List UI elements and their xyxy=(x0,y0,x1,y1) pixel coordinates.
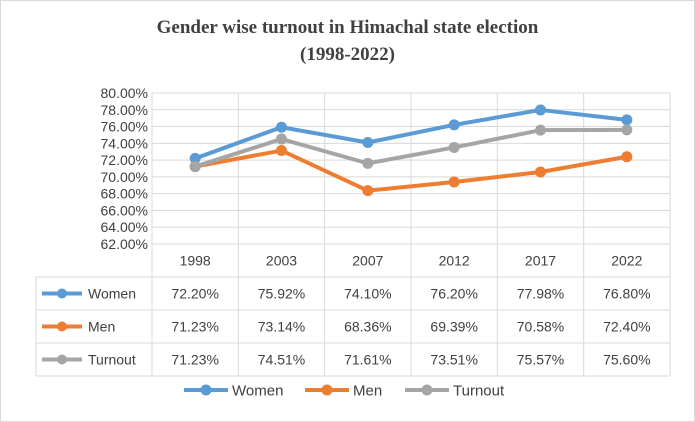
legend-label: Turnout xyxy=(453,383,505,400)
data-label: 76.80% xyxy=(603,286,650,302)
table-series-name: Men xyxy=(88,319,115,335)
data-point xyxy=(621,124,633,136)
y-tick-label: 78.00% xyxy=(101,102,148,118)
legend-key-marker xyxy=(321,384,333,396)
data-point xyxy=(276,133,287,145)
y-tick-label: 74.00% xyxy=(101,135,148,151)
series-lines xyxy=(189,104,633,197)
data-label: 72.40% xyxy=(603,319,650,335)
legend-label: Men xyxy=(353,383,382,400)
data-label: 75.57% xyxy=(517,352,564,368)
x-category-label: 1998 xyxy=(180,253,211,269)
data-label: 73.51% xyxy=(430,352,477,368)
y-tick-label: 66.00% xyxy=(101,202,148,218)
data-point xyxy=(448,141,460,153)
data-table: 1998 2003 2007 2012 2017 2022 Women 72.20% 75.92… xyxy=(35,93,671,377)
data-point xyxy=(362,157,374,169)
data-point xyxy=(535,104,546,116)
y-tick-label: 76.00% xyxy=(101,119,148,135)
x-category-label: 2003 xyxy=(266,253,297,269)
data-label: 69.39% xyxy=(430,319,477,335)
data-label: 75.92% xyxy=(258,286,305,302)
data-label: 75.60% xyxy=(603,352,650,368)
x-category-label: 2022 xyxy=(611,253,642,269)
legend-key-marker xyxy=(421,384,433,396)
data-label: 76.20% xyxy=(430,286,477,302)
data-label: 68.36% xyxy=(344,319,391,335)
series-line-women xyxy=(194,107,628,161)
y-tick-label: 62.00% xyxy=(101,236,148,252)
data-label: 70.58% xyxy=(517,319,564,335)
table-key-marker xyxy=(57,288,67,299)
data-point xyxy=(189,152,201,164)
legend: Women Men Turnout xyxy=(184,383,505,400)
y-tick-label: 68.00% xyxy=(101,186,148,202)
data-label: 74.51% xyxy=(258,352,305,368)
table-series-name: Turnout xyxy=(88,352,136,368)
chart-subtitle: (1998-2022) xyxy=(300,44,395,65)
data-label: 72.20% xyxy=(171,286,218,302)
chart-title: Gender wise turnout in Himachal state el… xyxy=(156,17,539,38)
y-tick-label: 72.00% xyxy=(101,152,148,168)
data-point xyxy=(448,176,460,188)
data-point xyxy=(448,119,460,131)
y-tick-label: 80.00% xyxy=(101,85,148,101)
data-point xyxy=(362,185,374,197)
data-point xyxy=(621,114,633,126)
table-key-marker xyxy=(57,321,67,332)
data-label: 74.10% xyxy=(344,286,391,302)
legend-label: Women xyxy=(232,383,283,400)
x-category-label: 2012 xyxy=(439,253,470,269)
series-line-turnout xyxy=(194,127,627,169)
data-point xyxy=(189,161,201,173)
data-point xyxy=(276,145,287,157)
data-point xyxy=(535,166,546,178)
table-series-name: Women xyxy=(88,286,136,302)
table-key-marker xyxy=(57,354,67,365)
y-tick-label: 70.00% xyxy=(101,169,148,185)
y-tick-label: 64.00% xyxy=(101,219,148,235)
data-point xyxy=(535,124,546,136)
x-category-label: 2017 xyxy=(525,253,556,269)
data-label: 73.14% xyxy=(258,319,305,335)
data-point xyxy=(276,121,287,133)
data-label: 71.61% xyxy=(344,352,391,368)
x-category-label: 2007 xyxy=(352,253,383,269)
y-axis-ticks: 62.00%64.00%66.00%68.00%70.00%72.00%74.0… xyxy=(101,85,148,252)
data-point xyxy=(621,151,633,163)
data-label: 71.23% xyxy=(171,319,218,335)
data-label: 77.98% xyxy=(517,286,564,302)
data-label: 71.23% xyxy=(171,352,218,368)
data-point xyxy=(362,136,374,148)
legend-key-marker xyxy=(200,384,212,396)
series-line-men xyxy=(194,148,628,193)
